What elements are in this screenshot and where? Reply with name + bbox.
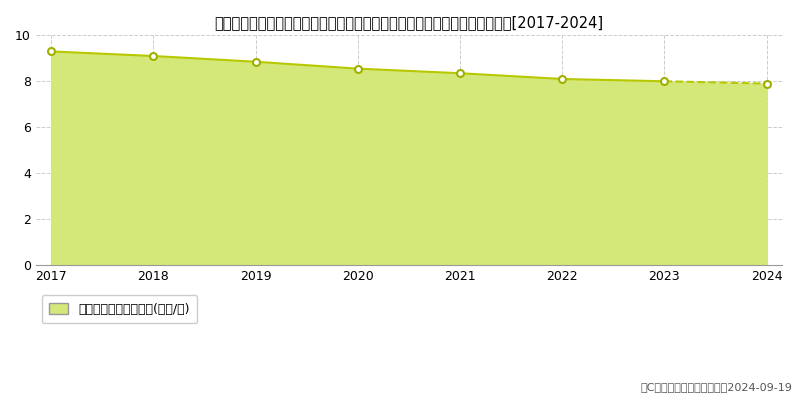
Title: 岐阜県揖斎郡大野町大字桜大門字若宮西５２８番２３　基準地価　地価推移[2017-2024]: 岐阜県揖斎郡大野町大字桜大門字若宮西５２８番２３ 基準地価 地価推移[2017-… [214, 15, 603, 30]
Legend: 基準地価　平均坪単価(万円/坪): 基準地価 平均坪単価(万円/坪) [42, 295, 198, 323]
Text: （C）土地価格ドットコム　2024-09-19: （C）土地価格ドットコム 2024-09-19 [640, 382, 792, 392]
